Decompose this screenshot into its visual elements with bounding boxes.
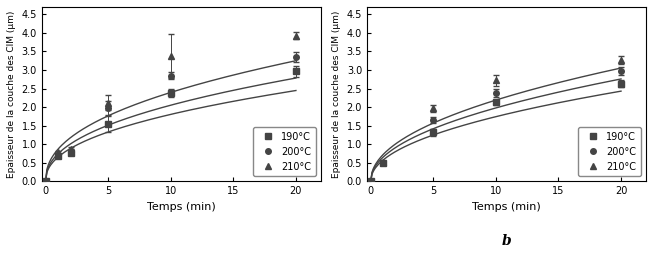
X-axis label: Temps (min): Temps (min) <box>147 202 215 212</box>
Text: b: b <box>502 234 511 247</box>
Y-axis label: Epaisseur de la couche des CIM (µm): Epaisseur de la couche des CIM (µm) <box>332 11 341 178</box>
X-axis label: Temps (min): Temps (min) <box>472 202 541 212</box>
Y-axis label: Epaisseur de la couche des CIM (µm): Epaisseur de la couche des CIM (µm) <box>7 11 16 178</box>
Legend: 190°C, 200°C, 210°C: 190°C, 200°C, 210°C <box>578 127 641 176</box>
Legend: 190°C, 200°C, 210°C: 190°C, 200°C, 210°C <box>253 127 316 176</box>
